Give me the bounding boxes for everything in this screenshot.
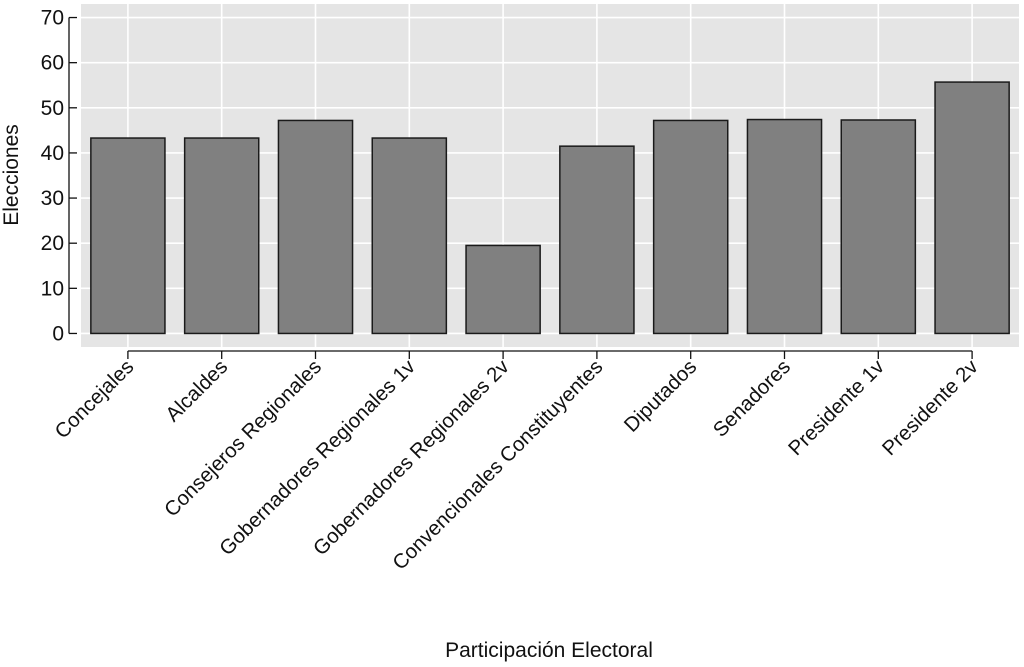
x-tick-label: Diputados	[620, 355, 702, 437]
y-axis: 0 10 20 30 40 50 60 70	[41, 7, 77, 345]
bar	[840, 119, 917, 335]
y-tick-label: 10	[41, 277, 64, 300]
bar	[746, 118, 823, 335]
x-tick-label: Presidente 1v	[784, 355, 889, 460]
x-axis-title: Participación Electoral	[445, 639, 653, 662]
x-tick-label: Gobernadores Regionales 2v	[309, 355, 514, 560]
y-tick-label: 60	[41, 52, 64, 75]
y-tick-label: 20	[41, 232, 64, 255]
y-tick-label: 70	[41, 7, 64, 30]
bar	[559, 145, 635, 335]
y-axis-title: Elecciones	[0, 124, 23, 226]
y-tick-label: 40	[41, 142, 64, 165]
bar	[934, 81, 1010, 335]
y-tick-label: 50	[41, 97, 64, 120]
x-tick-label: Senadores	[709, 355, 795, 441]
bar	[371, 137, 448, 335]
bar	[652, 119, 729, 335]
bar	[183, 137, 260, 335]
x-tick-label: Concejales	[50, 355, 138, 443]
bar	[90, 137, 166, 335]
bars	[90, 81, 1010, 335]
x-tick-label: Presidente 2v	[878, 355, 983, 460]
x-tick-label: Consejeros Regionales	[160, 355, 326, 521]
x-tick-label: Alcaldes	[161, 355, 232, 426]
y-tick-label: 0	[52, 322, 64, 345]
bar	[277, 119, 354, 335]
x-tick-label: Gobernadores Regionales 1v	[215, 355, 420, 560]
x-tick-label: Convencionales Constituyentes	[388, 355, 607, 574]
y-tick-label: 30	[41, 187, 64, 210]
bar	[465, 244, 541, 335]
